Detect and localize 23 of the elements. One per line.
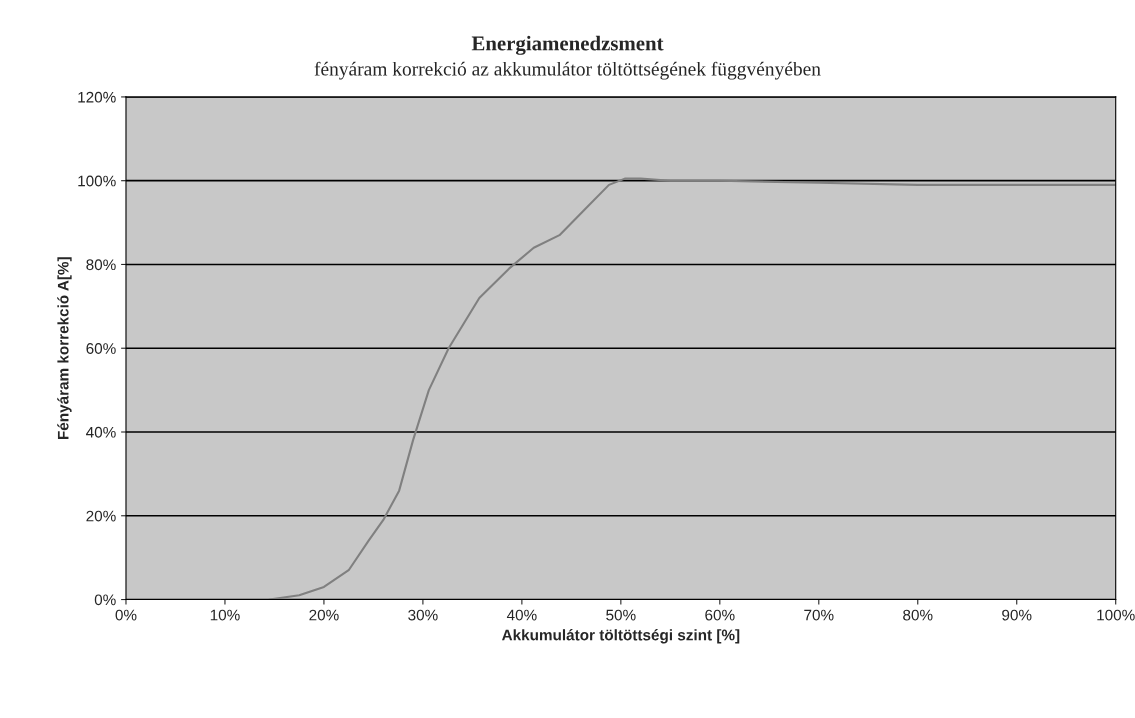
y-tick-label: 20%: [86, 510, 116, 522]
x-tick-label: 50%: [606, 609, 636, 621]
y-tick-label: 120%: [78, 91, 116, 103]
y-tick-label: 80%: [86, 259, 116, 271]
x-tick-label: 100%: [1097, 609, 1135, 621]
chart-title: Energiamenedzsment: [471, 35, 664, 55]
x-tick-label: 10%: [210, 609, 240, 621]
x-tick-label: 90%: [1002, 609, 1032, 621]
chart-subtitle: fényáram korrekció az akkumulátor töltöttségének függvényében: [314, 61, 821, 80]
line-series: [268, 177, 1116, 600]
y-tick-label: 60%: [86, 343, 116, 354]
x-tick-label: 80%: [903, 609, 933, 621]
x-tick-label: 0%: [115, 609, 137, 621]
y-tick-label: 40%: [86, 426, 116, 438]
y-axis-title: Fényáram korrekció A[%]: [57, 257, 72, 440]
x-axis-title: Akkumulátor töltöttségi szint [%]: [501, 629, 740, 644]
x-tick-label: 20%: [309, 609, 339, 621]
x-tick-label: 70%: [804, 609, 834, 621]
x-tick-label: 30%: [408, 609, 438, 621]
x-tick-label: 40%: [506, 609, 537, 621]
y-tick-label: 100%: [78, 175, 116, 187]
x-tick-label: 60%: [705, 609, 735, 621]
y-tick-label: 0%: [94, 594, 116, 606]
